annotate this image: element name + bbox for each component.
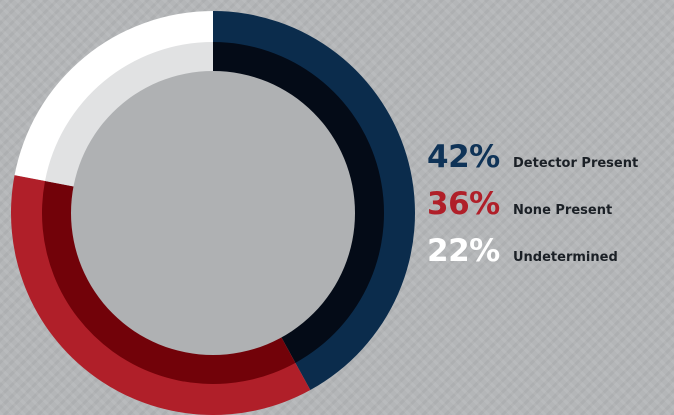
outer-slice-undetermined [14,10,214,182]
legend-label-detector-present: Detector Present [513,156,639,171]
legend-percent-none-present: 36% [427,186,500,222]
legend-item-undetermined: 22% Undetermined [427,236,672,283]
inner-slice-none-present [41,180,296,385]
donut-chart [11,10,415,415]
chart-legend: 42% Detector Present 36% None Present 22… [427,142,672,283]
outer-slice-none-present [11,175,311,415]
legend-item-none-present: 36% None Present [427,189,672,236]
legend-percent-undetermined: 22% [427,233,500,269]
inner-slice-detector-present [213,42,385,363]
legend-label-none-present: None Present [513,203,613,218]
legend-percent-detector-present: 42% [427,139,500,175]
outer-slice-detector-present [213,11,415,391]
chart-center [71,71,355,355]
outer-ring [11,10,415,415]
legend-label-undetermined: Undetermined [513,250,618,265]
legend-item-detector-present: 42% Detector Present [427,142,672,189]
